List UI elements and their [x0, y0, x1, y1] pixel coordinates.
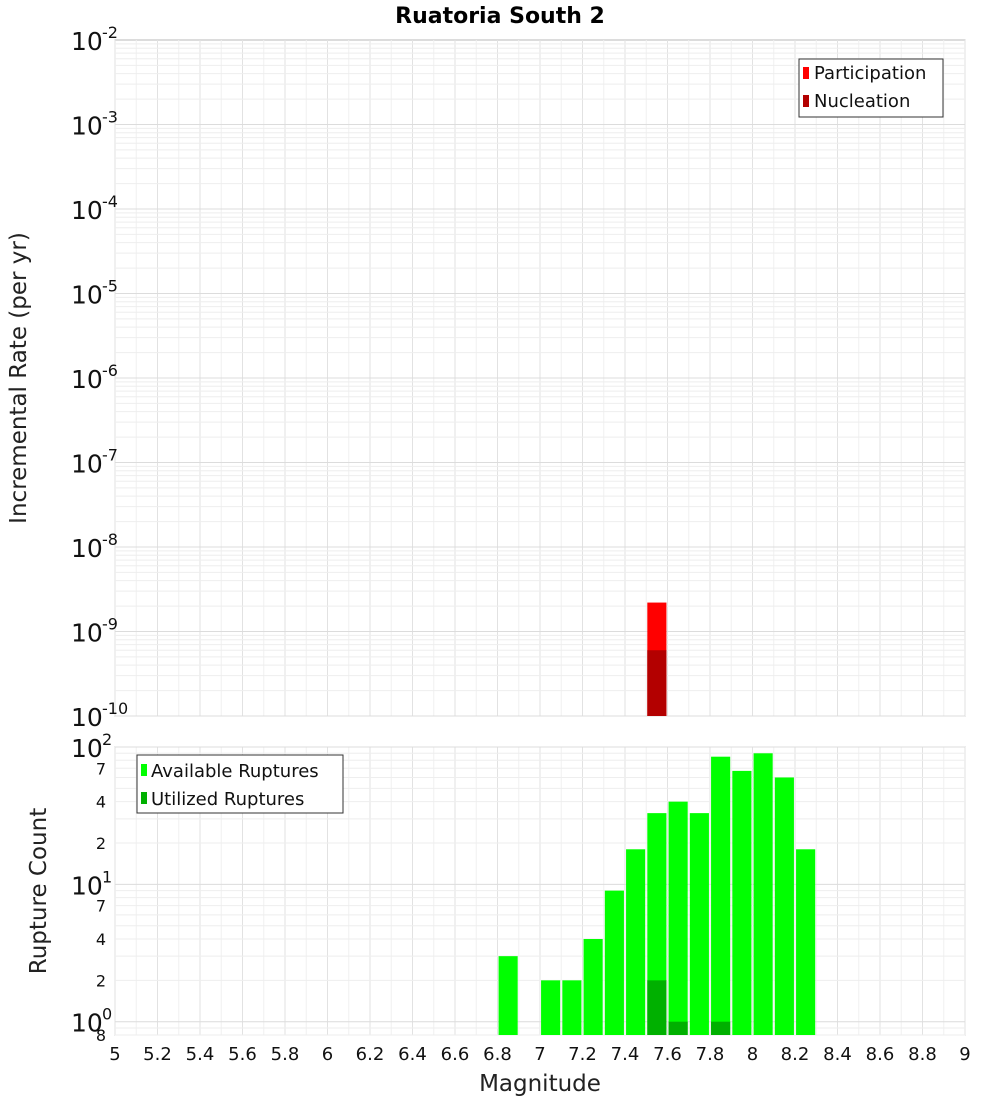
top-y-tick-exp: -4 — [102, 192, 118, 211]
x-tick-label: 7.6 — [653, 1044, 682, 1065]
bottom-y-tick-exp: 1 — [102, 867, 112, 886]
legend-label-nucleation: Nucleation — [814, 91, 910, 112]
bottom-y-minor-tick: 4 — [96, 930, 106, 949]
top-y-tick-base: 10 — [71, 703, 103, 732]
bottom-y-tick-base: 10 — [71, 734, 103, 763]
bottom-y-tick-exp: 0 — [102, 1005, 112, 1024]
x-tick-label: 5 — [109, 1044, 120, 1065]
legend-label-utilized: Utilized Ruptures — [151, 789, 304, 810]
x-tick-label: 6.4 — [398, 1044, 427, 1065]
chart-title: Ruatoria South 2 — [395, 4, 605, 29]
top-y-tick-base: 10 — [71, 281, 103, 310]
bottom-bar-available — [647, 813, 667, 1035]
top-y-tick-base: 10 — [71, 450, 103, 479]
legend-swatch-available — [141, 764, 147, 776]
top-y-tick-exp: -2 — [102, 23, 118, 42]
top-y-tick-exp: -8 — [102, 530, 118, 549]
top-y-tick-exp: -3 — [102, 108, 118, 127]
bottom-bar-available — [626, 849, 646, 1035]
top-bar-nucleation — [647, 650, 667, 716]
top-y-tick-base: 10 — [71, 619, 103, 648]
top-y-tick-base: 10 — [71, 27, 103, 56]
x-tick-labels: 5 5.2 5.4 5.6 5.8 6 6.2 6.4 6.6 6.8 7 7.2 7.4 7.6 7.8 8… — [109, 1044, 970, 1065]
x-tick-label: 5.2 — [143, 1044, 172, 1065]
top-bars — [647, 602, 667, 716]
top-y-tick-exp: -9 — [102, 615, 118, 634]
bottom-bar-utilized — [668, 1021, 688, 1035]
bottom-bars — [498, 753, 816, 1035]
bottom-bar-available — [498, 956, 518, 1035]
top-y-axis-label: Incremental Rate (per yr) — [6, 232, 32, 524]
x-tick-label: 5.6 — [228, 1044, 257, 1065]
top-y-tick-base: 10 — [71, 365, 103, 394]
x-tick-label: 8.8 — [908, 1044, 937, 1065]
top-panel: 10-210-310-410-510-610-710-810-910-10 In… — [6, 23, 966, 732]
bottom-y-minor-tick: 8 — [96, 1026, 106, 1045]
x-tick-label: 8 — [747, 1044, 758, 1065]
top-y-tick-base: 10 — [71, 196, 103, 225]
x-tick-label: 6 — [322, 1044, 333, 1065]
x-tick-label: 6.6 — [441, 1044, 470, 1065]
bottom-bar-available — [796, 849, 816, 1035]
legend-label-available: Available Ruptures — [151, 761, 319, 782]
legend-swatch-participation — [803, 67, 809, 79]
x-tick-label: 7.4 — [611, 1044, 640, 1065]
bottom-bar-available — [604, 890, 624, 1035]
top-gridlines — [114, 40, 966, 717]
bottom-bar-available — [541, 980, 561, 1035]
bottom-bar-available — [583, 939, 603, 1035]
x-tick-label: 6.2 — [356, 1044, 385, 1065]
x-tick-label: 5.8 — [271, 1044, 300, 1065]
top-y-tick-exp: -10 — [102, 699, 128, 718]
bottom-bar-available — [668, 801, 688, 1035]
x-tick-label: 8.6 — [866, 1044, 895, 1065]
bottom-bar-available — [732, 770, 752, 1035]
bottom-bar-available — [562, 980, 582, 1035]
x-tick-label: 8.4 — [823, 1044, 852, 1065]
x-tick-label: 8.2 — [781, 1044, 810, 1065]
bottom-bar-available — [689, 813, 709, 1035]
bottom-bar-utilized — [647, 980, 667, 1035]
bottom-y-minor-tick: 2 — [96, 971, 106, 990]
bottom-y-axis-label: Rupture Count — [26, 808, 52, 974]
top-y-tick-exp: -6 — [102, 361, 118, 380]
top-y-tick-base: 10 — [71, 534, 103, 563]
top-legend: Participation Nucleation — [798, 58, 944, 118]
x-tick-label: 7 — [534, 1044, 545, 1065]
x-tick-label: 6.8 — [483, 1044, 512, 1065]
bottom-y-tick-base: 10 — [71, 871, 103, 900]
bottom-legend-box — [136, 754, 344, 814]
bottom-y-minor-tick: 7 — [96, 759, 106, 778]
bottom-y-tick-exp: 2 — [102, 730, 112, 749]
bottom-bar-available — [711, 756, 731, 1035]
legend-label-participation: Participation — [814, 63, 926, 84]
bottom-y-minor-tick: 4 — [96, 793, 106, 812]
top-legend-box — [798, 58, 944, 118]
bottom-bar-available — [774, 777, 794, 1035]
bottom-bar-utilized — [711, 1021, 731, 1035]
x-tick-label: 5.4 — [186, 1044, 215, 1065]
bottom-y-tick-base: 10 — [71, 1009, 103, 1038]
bottom-legend: Available Ruptures Utilized Ruptures — [136, 754, 344, 814]
x-tick-label: 7.8 — [696, 1044, 725, 1065]
legend-swatch-nucleation — [803, 95, 809, 107]
x-tick-label: 9 — [959, 1044, 970, 1065]
bottom-y-minor-tick: 7 — [96, 897, 106, 916]
bottom-y-minor-tick: 2 — [96, 834, 106, 853]
x-axis-label: Magnitude — [479, 1071, 601, 1097]
top-y-tick-exp: -7 — [102, 446, 118, 465]
legend-swatch-utilized — [141, 792, 147, 804]
top-y-tick-labels: 10-210-310-410-510-610-710-810-910-10 — [71, 23, 128, 732]
top-y-tick-exp: -5 — [102, 277, 118, 296]
x-tick-label: 7.2 — [568, 1044, 597, 1065]
bottom-bar-available — [753, 753, 773, 1035]
top-y-tick-base: 10 — [71, 112, 103, 141]
